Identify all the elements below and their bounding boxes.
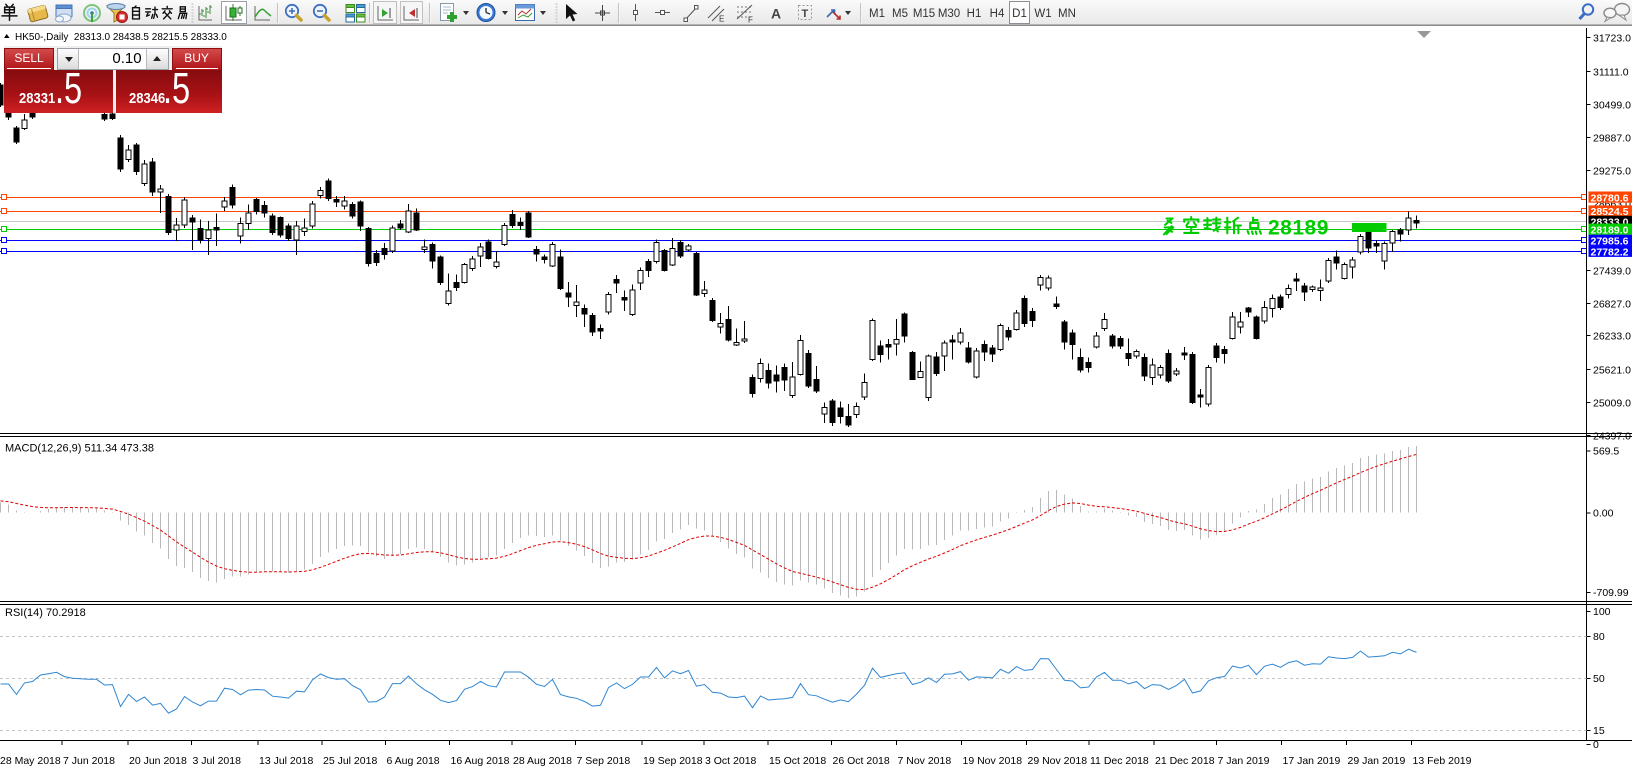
svg-text:28780.6: 28780.6 [1591, 192, 1629, 204]
svg-text:3 Jul 2018: 3 Jul 2018 [193, 755, 242, 767]
svg-text:0.00: 0.00 [1593, 508, 1614, 520]
svg-text:D1: D1 [1012, 8, 1027, 20]
svg-text:M1: M1 [869, 8, 885, 20]
svg-text:24397.0: 24397.0 [1593, 431, 1631, 443]
svg-text:M15: M15 [913, 8, 935, 20]
svg-text:31723.0: 31723.0 [1593, 33, 1631, 45]
svg-text:W1: W1 [1034, 8, 1051, 20]
svg-text:MN: MN [1058, 8, 1076, 20]
svg-text:28189: 28189 [1268, 217, 1329, 240]
svg-text:28 May 2018: 28 May 2018 [0, 755, 61, 767]
svg-text:30499.0: 30499.0 [1593, 100, 1631, 112]
svg-text:50: 50 [1593, 673, 1605, 685]
svg-text:RSI(14) 70.2918: RSI(14) 70.2918 [5, 607, 86, 619]
svg-text:3 Oct 2018: 3 Oct 2018 [705, 755, 757, 767]
svg-text:H4: H4 [990, 8, 1005, 20]
svg-text:M5: M5 [892, 8, 908, 20]
svg-text:19 Nov 2018: 19 Nov 2018 [963, 755, 1023, 767]
svg-text:16 Aug 2018: 16 Aug 2018 [451, 755, 510, 767]
svg-text:15: 15 [1593, 725, 1605, 737]
svg-text:13 Jul 2018: 13 Jul 2018 [259, 755, 313, 767]
svg-text:0: 0 [1593, 739, 1599, 751]
svg-text:80: 80 [1593, 631, 1605, 643]
svg-text:29887.0: 29887.0 [1593, 133, 1631, 145]
svg-text:7 Sep 2018: 7 Sep 2018 [577, 755, 631, 767]
svg-text:26827.0: 26827.0 [1593, 299, 1631, 311]
svg-text:20 Jun 2018: 20 Jun 2018 [129, 755, 187, 767]
svg-text:29 Jan 2019: 29 Jan 2019 [1348, 755, 1406, 767]
svg-text:F: F [748, 16, 753, 25]
svg-text:21 Dec 2018: 21 Dec 2018 [1155, 755, 1215, 767]
svg-text:25009.0: 25009.0 [1593, 398, 1631, 410]
svg-text:27782.2: 27782.2 [1591, 247, 1629, 259]
svg-text:7 Nov 2018: 7 Nov 2018 [898, 755, 952, 767]
svg-text:29275.0: 29275.0 [1593, 166, 1631, 178]
svg-text:28189.0: 28189.0 [1591, 224, 1629, 236]
svg-text:7 Jun 2018: 7 Jun 2018 [63, 755, 115, 767]
svg-text:H1: H1 [967, 8, 982, 20]
svg-text:28 Aug 2018: 28 Aug 2018 [513, 755, 572, 767]
svg-text:17 Jan 2019: 17 Jan 2019 [1283, 755, 1341, 767]
svg-text:25621.0: 25621.0 [1593, 365, 1631, 377]
svg-text:26 Oct 2018: 26 Oct 2018 [833, 755, 890, 767]
svg-text:E: E [719, 15, 724, 24]
svg-text:27985.6: 27985.6 [1591, 236, 1629, 248]
svg-text:A: A [771, 6, 781, 22]
svg-text:T: T [802, 8, 809, 20]
svg-text:31111.0: 31111.0 [1593, 67, 1629, 79]
svg-text:7 Jan 2019: 7 Jan 2019 [1218, 755, 1270, 767]
svg-text:19 Sep 2018: 19 Sep 2018 [643, 755, 703, 767]
svg-text:28524.5: 28524.5 [1591, 206, 1629, 218]
svg-text:569.5: 569.5 [1593, 446, 1619, 458]
svg-text:M30: M30 [938, 8, 960, 20]
svg-text:27439.0: 27439.0 [1593, 266, 1631, 278]
svg-text:6 Aug 2018: 6 Aug 2018 [387, 755, 440, 767]
svg-text:13 Feb 2019: 13 Feb 2019 [1413, 755, 1472, 767]
svg-text:100: 100 [1593, 606, 1611, 618]
svg-text:29 Nov 2018: 29 Nov 2018 [1028, 755, 1088, 767]
svg-text:HK50-,Daily 28313.0 28438.5 2: HK50-,Daily 28313.0 28438.5 28215.5 2833… [15, 32, 227, 43]
svg-text:-709.99: -709.99 [1593, 587, 1629, 599]
svg-text:11 Dec 2018: 11 Dec 2018 [1090, 755, 1149, 767]
svg-text:15 Oct 2018: 15 Oct 2018 [769, 755, 826, 767]
svg-text:26233.0: 26233.0 [1593, 331, 1631, 343]
svg-text:25 Jul 2018: 25 Jul 2018 [323, 755, 377, 767]
svg-text:MACD(12,26,9) 511.34 473.38: MACD(12,26,9) 511.34 473.38 [5, 443, 154, 455]
